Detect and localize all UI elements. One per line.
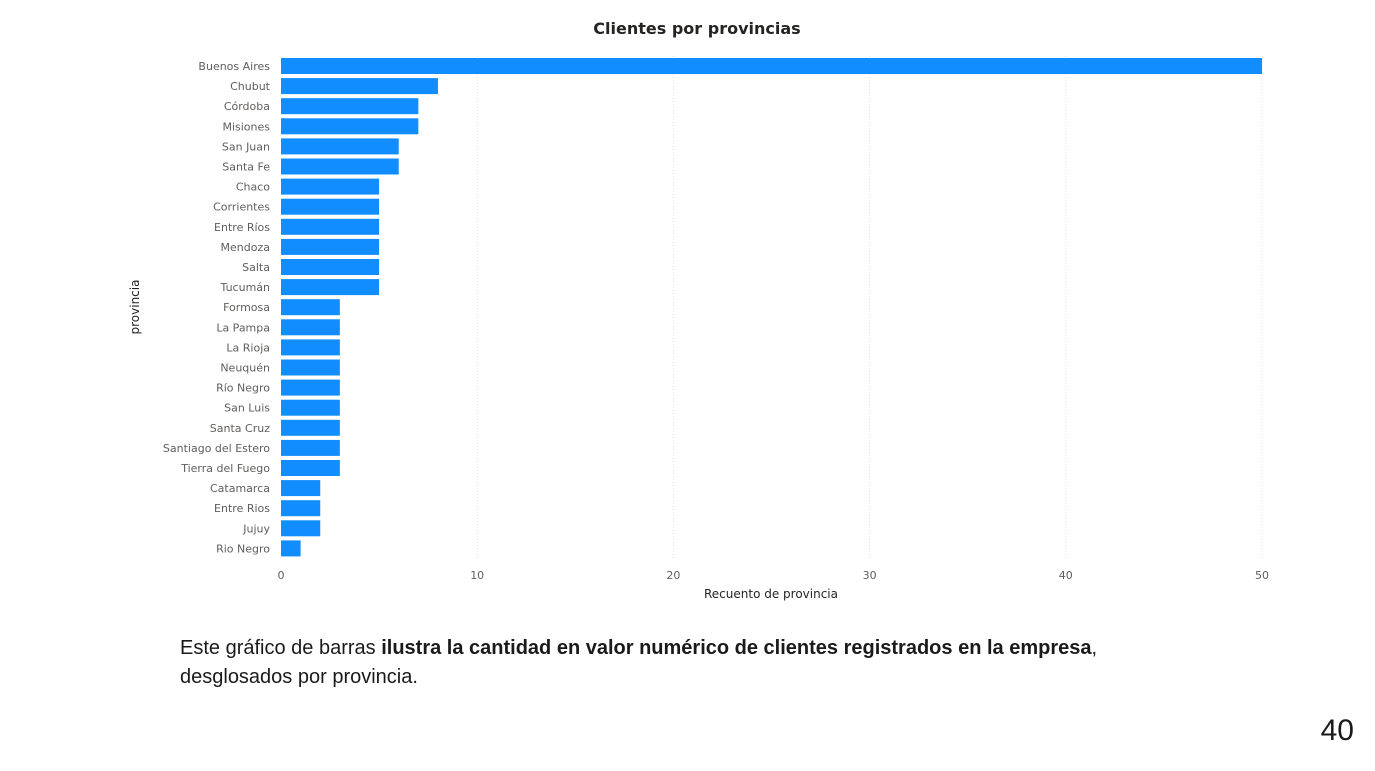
bar: [281, 460, 340, 476]
caption: Este gráfico de barras ilustra la cantid…: [180, 634, 1280, 692]
category-label: Catamarca: [210, 482, 270, 495]
y-axis-title: provincia: [128, 280, 142, 335]
bar: [281, 359, 340, 376]
category-label: Río Negro: [216, 382, 270, 395]
bar: [281, 218, 380, 235]
x-tick-label: 10: [470, 569, 484, 582]
category-label: Neuquén: [220, 362, 270, 375]
x-tick-label: 30: [863, 569, 877, 582]
x-tick-label: 40: [1059, 569, 1073, 582]
bar: [281, 520, 321, 537]
bar: [281, 118, 419, 135]
category-label: Formosa: [223, 301, 270, 314]
caption-line-2: desglosados por provincia.: [180, 666, 418, 688]
bar: [281, 399, 340, 416]
bar: [281, 319, 340, 336]
category-label: Chaco: [236, 181, 270, 194]
bar: [281, 58, 1262, 74]
category-label: Santa Fe: [222, 161, 270, 174]
caption-bold: ilustra la cantidad en valor numérico de…: [381, 637, 1092, 659]
bar: [281, 540, 301, 557]
bar: [281, 138, 399, 155]
category-labels: Buenos Aires Chubut Córdoba Misiones San Jua…: [163, 60, 271, 555]
bar-chart: Clientes por provincias Buenos Aires Chub…: [128, 19, 1270, 601]
x-axis-title: Recuento de provincia: [704, 587, 838, 601]
category-label: Buenos Aires: [198, 60, 270, 73]
page-number: 40: [1320, 714, 1354, 747]
category-label: Rio Negro: [216, 542, 270, 555]
category-label: Corrientes: [213, 201, 270, 214]
category-label: Salta: [242, 261, 270, 274]
category-label: Misiones: [222, 120, 270, 133]
x-tick-labels: 0 10 20 30 40 50: [278, 569, 1270, 582]
category-label: Mendoza: [221, 241, 270, 254]
bar: [281, 238, 380, 255]
x-tick-label: 50: [1255, 569, 1269, 582]
caption-suffix: ,: [1091, 637, 1098, 659]
bar: [281, 178, 380, 195]
x-tick-label: 20: [666, 569, 680, 582]
bar: [281, 279, 380, 296]
bar: [281, 78, 438, 95]
bar: [281, 379, 340, 396]
category-label: Santa Cruz: [210, 422, 270, 435]
category-label: San Luis: [224, 402, 270, 415]
bar: [281, 439, 340, 456]
bar: [281, 158, 399, 175]
bar: [281, 480, 321, 497]
caption-prefix: Este gráfico de barras: [180, 637, 382, 659]
gridlines: [476, 56, 1263, 560]
bar: [281, 299, 340, 316]
category-label: Tucumán: [220, 281, 270, 294]
chart-title: Clientes por provincias: [593, 19, 800, 38]
bar: [281, 500, 321, 517]
category-label: La Pampa: [216, 321, 270, 334]
category-label: Córdoba: [224, 100, 270, 113]
bars: [281, 58, 1262, 557]
bar: [281, 98, 419, 115]
category-label: Jujuy: [242, 522, 270, 535]
category-label: Tierra del Fuego: [180, 462, 270, 475]
bar: [281, 339, 340, 356]
category-label: Chubut: [230, 80, 271, 93]
category-label: Entre Ríos: [214, 221, 270, 234]
bar: [281, 259, 380, 275]
category-label: La Rioja: [226, 341, 270, 354]
category-label: Entre Rios: [214, 502, 270, 515]
bar: [281, 198, 380, 215]
category-label: San Juan: [222, 140, 270, 153]
bar: [281, 419, 340, 436]
x-tick-label: 0: [278, 569, 285, 582]
category-label: Santiago del Estero: [163, 442, 270, 455]
